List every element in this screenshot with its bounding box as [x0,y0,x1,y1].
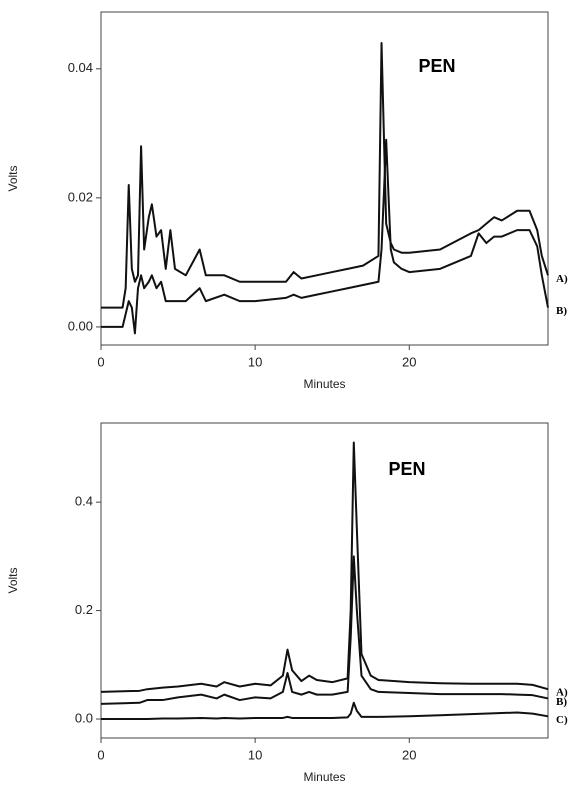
y-axis-label: Volts [6,567,20,593]
plot-frame [100,11,549,346]
y-tick-label: 0.0 [75,710,93,725]
series-line [100,555,549,705]
x-tick-label: 20 [402,747,416,762]
y-tick-label: 0.2 [75,602,93,617]
series-line [101,701,549,721]
x-tick-label: 10 [248,747,262,762]
annotation: PEN [388,459,425,479]
plot-frame [100,422,549,739]
y-tick-label: 0.04 [68,60,93,75]
series-label: B) [556,696,567,708]
series-line [101,41,549,309]
x-tick-label: 10 [248,354,262,369]
y-tick-label: 0.4 [75,494,93,509]
series-label: B) [556,305,567,317]
x-tick-label: 0 [97,354,104,369]
x-tick-label: 0 [97,747,104,762]
series-line [100,441,549,693]
series-label: A) [556,273,568,285]
x-axis-label: Minutes [303,377,345,391]
y-tick-label: 0.00 [68,318,93,333]
y-tick-label: 0.02 [68,189,93,204]
series-label: A) [556,687,568,699]
annotation: PEN [418,56,455,76]
series-label: C) [556,714,568,726]
series-line [101,138,549,335]
y-axis-label: Volts [6,165,20,191]
x-tick-label: 20 [402,354,416,369]
x-axis-label: Minutes [303,770,345,784]
